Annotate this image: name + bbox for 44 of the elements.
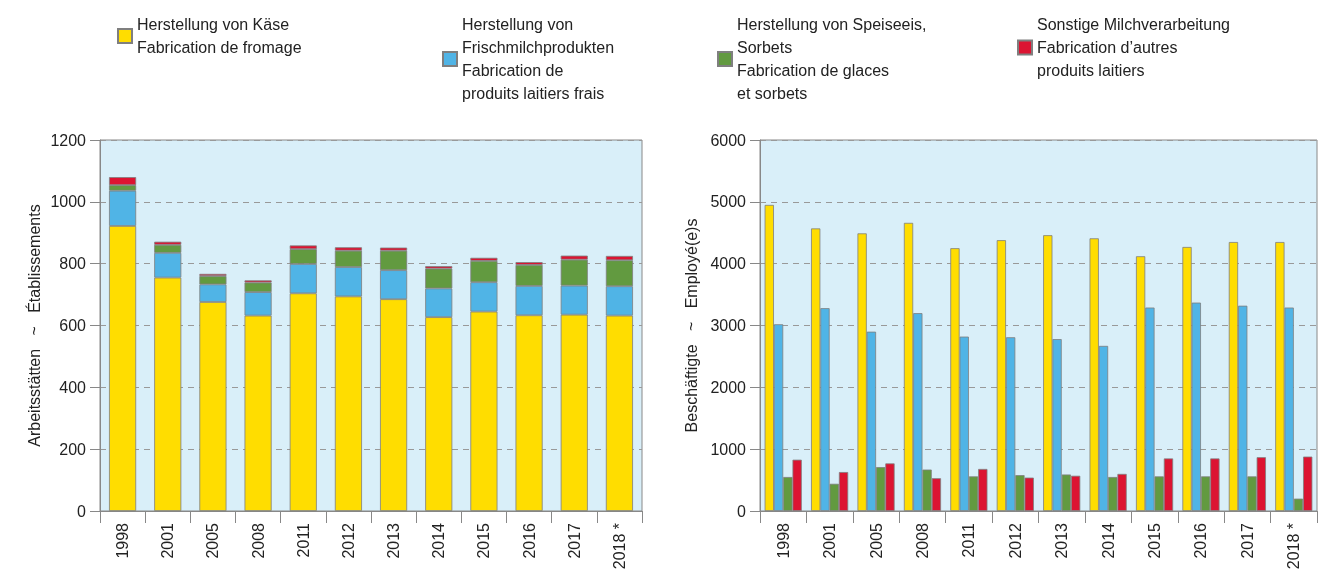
y-tick-label: 800	[59, 255, 87, 273]
x-tick-label: 2011	[294, 522, 312, 558]
y-tick-label: 6000	[710, 131, 747, 149]
x-tick-label: 2017	[1238, 522, 1256, 559]
x-tick-label: 2001	[159, 522, 177, 559]
y-tick-label: 200	[59, 440, 87, 458]
x-tick-label: 2018 *	[610, 523, 628, 570]
x-tick-label: 2012	[339, 522, 357, 559]
y-tick-label: 3000	[710, 317, 747, 334]
x-tick-label: 1998	[114, 522, 132, 559]
x-tick-label: 2013	[1053, 522, 1071, 559]
x-tick-label: 1998	[774, 522, 792, 559]
x-tick-label: 2011	[960, 522, 978, 558]
x-tick-label: 2012	[1006, 522, 1024, 559]
x-tick-label: 2017	[565, 522, 583, 559]
y-tick-label: 400	[59, 378, 87, 396]
x-tick-label: 2014	[430, 522, 448, 559]
legend-label: Herstellung von Frischmilchprodukten Fabrication de produits laitiers frais	[462, 16, 615, 102]
x-tick-label: 2016	[1192, 522, 1210, 559]
x-tick-label: 2008	[913, 522, 931, 559]
x-tick-label: 2018 *	[1285, 523, 1303, 570]
x-tick-label: 2015	[475, 522, 493, 559]
y-tick-label: 1000	[50, 193, 87, 211]
legend-label: Sonstige Milchverarbeitung Fabrication d’autres produits laitiers	[1037, 16, 1230, 79]
legend-label: Herstellung von Speiseeis, Sorbets Fabrication de glaces et sorbets	[737, 16, 927, 102]
x-tick-label: 2013	[385, 522, 403, 559]
x-tick-label: 2014	[1099, 522, 1117, 559]
y-tick-label: 5000	[710, 193, 747, 211]
y-tick-label: 0	[737, 502, 747, 520]
y-tick-label: 0	[77, 502, 87, 520]
y-axis-title: Beschäftigte ~ Employé(e)s	[683, 218, 701, 433]
y-tick-label: 600	[59, 317, 87, 334]
y-tick-label: 4000	[710, 255, 747, 273]
x-tick-label: 2016	[520, 522, 538, 559]
x-tick-label: 2005	[204, 522, 222, 559]
x-tick-label: 2001	[821, 522, 839, 559]
y-tick-label: 1200	[50, 131, 87, 149]
y-tick-label: 2000	[710, 378, 747, 396]
legend-label: Herstellung von Käse Fabrication de fromage	[137, 16, 302, 56]
x-tick-label: 2008	[249, 522, 267, 559]
x-tick-label: 2015	[1146, 522, 1164, 559]
y-tick-label: 1000	[710, 440, 747, 458]
y-axis-title: Arbeitsstätten ~ Établissements	[24, 204, 43, 447]
x-tick-label: 2005	[867, 522, 885, 559]
